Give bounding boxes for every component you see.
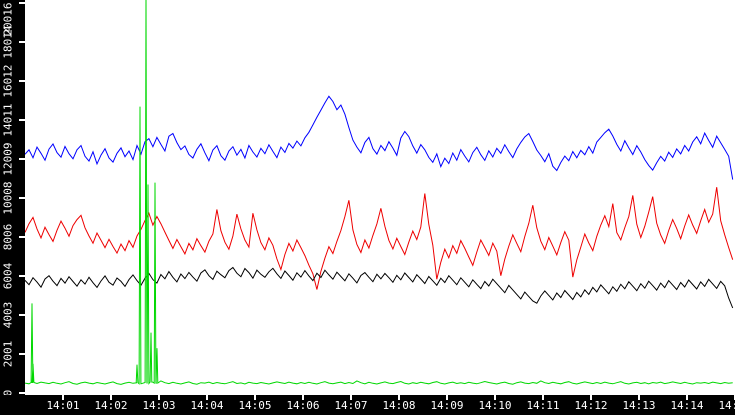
y-axis-tick [19,197,25,199]
x-axis-tick [638,395,640,400]
y-axis-tick [19,392,25,394]
x-axis-label: 14:06 [286,399,320,412]
y-axis-tick [19,119,25,121]
x-axis-label: 14:01 [46,399,80,412]
x-axis-tick [350,395,352,400]
x-axis-tick [398,395,400,400]
x-axis: 14:01 14:02 14:03 14:04 14:05 14:06 14:07 14:08… [0,395,735,415]
x-axis-label: 14:02 [94,399,128,412]
series-canvas [25,0,734,385]
y-axis-label: 8006 [1,223,15,251]
x-axis-label: 14:10 [478,399,512,412]
x-axis-tick [590,395,592,400]
x-axis-label: 14:05 [238,399,272,412]
y-axis-tick [19,275,25,277]
y-axis-label: 16012 [1,64,15,98]
plot-area [25,0,735,395]
y-axis-label: 6004 [1,262,15,290]
x-axis-tick [62,395,64,400]
x-axis-tick [494,395,496,400]
y-axis-tick [19,80,25,82]
green-series-line [25,0,733,385]
x-axis-label: 14:12 [574,399,608,412]
y-axis-tick [19,314,25,316]
x-axis-label: 14:09 [430,399,464,412]
y-axis: 0 2001 4003 6004 8006 10008 12009 14011 16012 180… [0,0,25,415]
x-axis-tick [110,395,112,400]
x-axis-label: 14:04 [190,399,224,412]
y-axis-label: 12009 [1,142,15,176]
y-axis-label: 4003 [1,301,15,329]
x-axis-label: 14:14 [670,399,704,412]
y-axis-label: 2001 [1,340,15,368]
y-axis-label: 20016 [1,1,15,36]
x-axis-label: 14:03 [142,399,176,412]
x-axis-tick [302,395,304,400]
x-axis-tick [542,395,544,400]
y-axis-tick [19,41,25,43]
x-axis-tick [446,395,448,400]
x-axis-label: 14:15 [718,399,735,412]
x-axis-tick [158,395,160,400]
y-axis-label: 10008 [1,181,15,215]
x-axis-label: 14:08 [382,399,416,412]
x-axis-tick [686,395,688,400]
x-axis-label: 14:07 [334,399,368,412]
blue-series-line [25,95,734,180]
y-axis-tick [19,158,25,160]
x-axis-tick [206,395,208,400]
black-series-line [25,266,734,309]
red-series-line [25,187,734,290]
x-axis-tick [254,395,256,400]
y-axis-tick [19,353,25,355]
y-axis-tick [19,2,25,4]
x-axis-label: 14:11 [526,399,560,412]
x-axis-label: 14:13 [622,399,656,412]
y-axis-label: 14011 [1,103,15,137]
y-axis-tick [19,236,25,238]
